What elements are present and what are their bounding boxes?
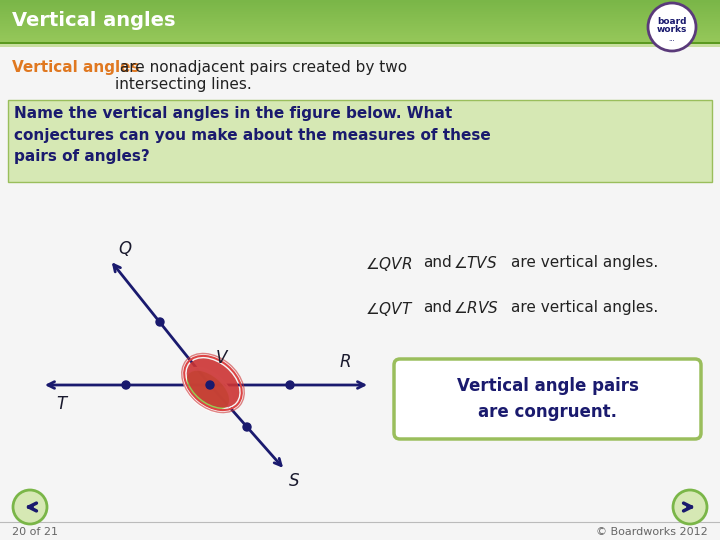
Circle shape [13,490,47,524]
FancyBboxPatch shape [0,6,720,7]
Text: $\angle$$TVS$: $\angle$$TVS$ [453,255,498,271]
FancyBboxPatch shape [0,3,720,4]
FancyBboxPatch shape [0,41,720,42]
FancyBboxPatch shape [0,0,720,1]
Circle shape [156,318,164,326]
FancyBboxPatch shape [0,12,720,13]
FancyBboxPatch shape [0,13,720,14]
Circle shape [122,381,130,389]
FancyBboxPatch shape [0,26,720,27]
Text: Q: Q [118,240,131,258]
Text: are nonadjacent pairs created by two
intersecting lines.: are nonadjacent pairs created by two int… [115,60,407,92]
Text: 20 of 21: 20 of 21 [12,527,58,537]
Circle shape [243,423,251,431]
FancyBboxPatch shape [0,44,720,47]
FancyBboxPatch shape [0,5,720,6]
FancyBboxPatch shape [0,34,720,35]
FancyBboxPatch shape [0,18,720,19]
FancyBboxPatch shape [0,21,720,22]
Text: Vertical angles: Vertical angles [12,11,176,30]
FancyBboxPatch shape [0,14,720,15]
FancyBboxPatch shape [0,23,720,24]
FancyBboxPatch shape [0,20,720,21]
Text: R: R [340,353,351,371]
Text: are vertical angles.: are vertical angles. [511,255,658,270]
FancyBboxPatch shape [0,1,720,2]
FancyBboxPatch shape [0,16,720,17]
FancyBboxPatch shape [0,19,720,20]
Text: Vertical angle pairs
are congruent.: Vertical angle pairs are congruent. [456,377,639,421]
FancyBboxPatch shape [0,8,720,9]
FancyBboxPatch shape [0,33,720,34]
Text: $\angle$$QVR$: $\angle$$QVR$ [365,255,413,273]
Text: V: V [216,349,228,367]
Ellipse shape [186,370,230,410]
FancyBboxPatch shape [0,30,720,31]
FancyBboxPatch shape [0,10,720,11]
FancyBboxPatch shape [0,28,720,29]
FancyBboxPatch shape [8,100,712,182]
FancyBboxPatch shape [0,11,720,12]
FancyBboxPatch shape [0,38,720,39]
Circle shape [673,490,707,524]
Text: S: S [289,472,300,490]
FancyBboxPatch shape [0,39,720,40]
Ellipse shape [186,359,239,408]
FancyBboxPatch shape [0,31,720,32]
FancyBboxPatch shape [0,2,720,3]
FancyBboxPatch shape [0,36,720,37]
FancyBboxPatch shape [0,29,720,30]
FancyBboxPatch shape [0,35,720,36]
FancyBboxPatch shape [0,25,720,26]
Text: board: board [657,17,687,25]
Text: $\angle$$QVT$: $\angle$$QVT$ [365,300,413,318]
Text: are vertical angles.: are vertical angles. [511,300,658,315]
FancyBboxPatch shape [394,359,701,439]
FancyBboxPatch shape [0,15,720,16]
Text: ...: ... [669,36,675,42]
FancyBboxPatch shape [0,4,720,5]
FancyBboxPatch shape [0,40,720,41]
FancyBboxPatch shape [0,32,720,33]
Text: T: T [56,395,66,413]
FancyBboxPatch shape [0,24,720,25]
FancyBboxPatch shape [0,9,720,10]
Text: $\angle$$RVS$: $\angle$$RVS$ [453,300,499,316]
FancyBboxPatch shape [0,17,720,18]
FancyBboxPatch shape [0,27,720,28]
Text: works: works [657,25,687,35]
Text: and: and [423,300,451,315]
Text: Vertical angles: Vertical angles [12,60,140,75]
FancyBboxPatch shape [0,42,720,44]
Circle shape [286,381,294,389]
Text: Name the vertical angles in the figure below. What
conjectures can you make abou: Name the vertical angles in the figure b… [14,106,491,164]
FancyBboxPatch shape [0,37,720,38]
Text: © Boardworks 2012: © Boardworks 2012 [596,527,708,537]
FancyBboxPatch shape [0,22,720,23]
Text: and: and [423,255,451,270]
FancyBboxPatch shape [0,7,720,8]
Circle shape [206,381,214,389]
Circle shape [648,3,696,51]
